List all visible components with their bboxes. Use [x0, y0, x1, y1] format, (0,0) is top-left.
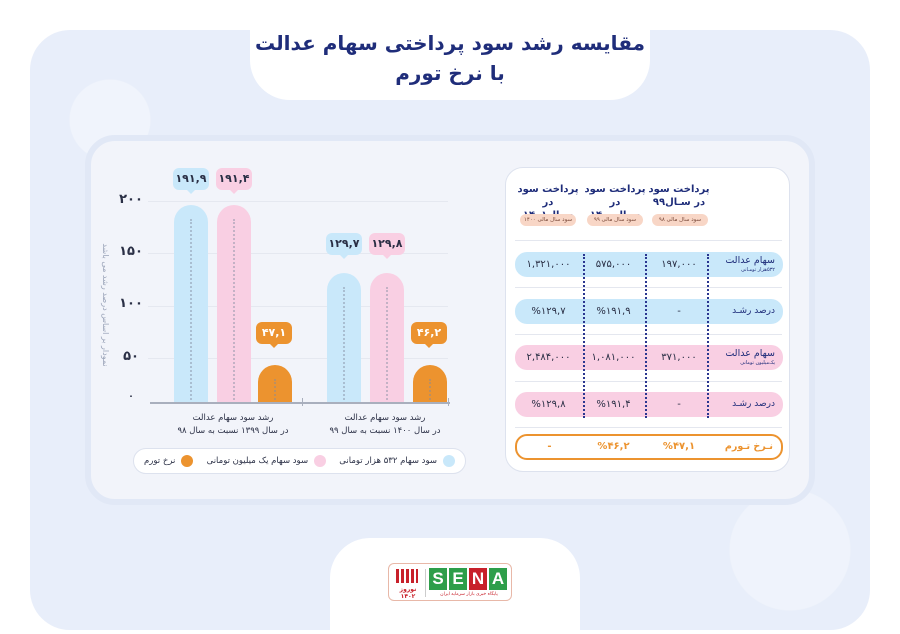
axis-separator	[302, 398, 303, 406]
value-label-orange: ۴۶,۲	[411, 322, 447, 348]
y-tick-0: ۰	[128, 392, 134, 402]
logo-letter: E	[449, 568, 467, 590]
column-separator	[583, 254, 585, 418]
table-cell: -	[547, 441, 552, 452]
divider	[515, 334, 782, 335]
fiscal-year-badge: سود سال مالی ۱۴۰۰	[520, 214, 576, 226]
y-tick-150: ۱۵۰	[119, 244, 143, 259]
title-tab	[250, 18, 650, 100]
logo-tagline: پایگاه خبری بازار سرمایه ایران	[440, 592, 498, 597]
legend-dot-blue-icon	[443, 455, 455, 467]
table-cell: ۱,۳۲۱,۰۰۰	[526, 259, 571, 270]
page-title: مقایسه رشد سود پرداختی سهام عدالت با نرخ…	[250, 28, 650, 88]
table-cell: -	[677, 399, 681, 410]
table-cell: %۱۲۹,۸	[531, 399, 566, 410]
divider	[515, 427, 782, 428]
table-row: درصد رشـد - %۱۹۱,۴ %۱۲۹,۸	[515, 392, 783, 417]
category-label: رشد سود سهام عدالت در سال ۱۳۹۹ نسبت به س…	[177, 413, 289, 436]
table-row: سهام عدالت یک‌میلیون تومانی ۳۷۱,۰۰۰ ۱,۰۸…	[515, 345, 783, 370]
logo-letter: S	[429, 568, 447, 590]
legend-dot-pink-icon	[314, 455, 327, 467]
column-header-1399: پرداخت سود در سـال۹۹	[648, 184, 710, 208]
table-cell: ۵۷۵,۰۰۰	[595, 259, 632, 270]
title-line-1: مقایسه رشد سود پرداختی سهام عدالت	[255, 31, 645, 55]
gridline	[148, 253, 448, 254]
table-row: درصد رشـد - %۱۹۱,۹ %۱۲۹,۷	[515, 299, 783, 324]
fiscal-year-badge: سود سال مالی ۹۸	[652, 214, 708, 226]
legend-item-inflation: نرخ تورم	[144, 455, 194, 467]
legend-item-one-million: سود سهام یک میلیون تومانی	[207, 455, 327, 467]
x-axis	[150, 402, 450, 404]
bar-pink	[370, 273, 404, 402]
table-cell: %۱۹۱,۴	[596, 399, 631, 410]
category-label: رشد سود سهام عدالت در سال ۱۴۰۰ نسبت به س…	[329, 413, 441, 436]
bar-pink	[217, 205, 251, 402]
column-separator	[645, 254, 647, 418]
value-label-blue: ۱۲۹,۷	[326, 233, 362, 259]
logo-divider	[425, 569, 426, 597]
y-axis-label: نمودار بر اساس درصد رشد می باشد	[101, 243, 110, 367]
bar-blue	[327, 273, 361, 402]
row-label: درصد رشـد	[732, 306, 775, 316]
inflation-row: نـرخ تـورم %۴۷,۱ %۴۶,۲ -	[515, 434, 783, 460]
y-tick-200: ۲۰۰	[119, 192, 143, 207]
divider	[515, 287, 782, 288]
table-cell: %۴۶,۲	[597, 441, 630, 452]
nowruz-label: نوروز ۱۴۰۲	[399, 586, 417, 600]
legend-dot-orange-icon	[181, 455, 194, 467]
fiscal-year-badge: سود سال مالی ۹۹	[587, 214, 643, 226]
row-label: درصد رشـد	[732, 399, 775, 409]
axis-separator	[448, 398, 449, 406]
value-label-blue: ۱۹۱,۹	[173, 168, 209, 194]
sena-logo: نوروز ۱۴۰۲ S E N A پایگاه خبری بازار سرم…	[388, 563, 512, 601]
table-cell: ۲,۴۸۴,۰۰۰	[526, 352, 571, 363]
table-cell: -	[677, 306, 681, 317]
table-cell: %۱۲۹,۷	[531, 306, 566, 317]
table-cell: %۴۷,۱	[662, 441, 696, 452]
row-label: نـرخ تـورم	[724, 441, 773, 452]
logo-letter: N	[469, 568, 487, 590]
table-cell: ۱۹۷,۰۰۰	[661, 259, 697, 270]
table-cell: ۱,۰۸۱,۰۰۰	[591, 352, 636, 363]
y-tick-100: ۱۰۰	[119, 296, 143, 311]
bar-orange	[413, 365, 447, 402]
table-cell: %۱۹۱,۹	[596, 306, 631, 317]
divider	[515, 381, 782, 382]
table-row: سهام عدالت ۵۳۲هزار تومـانی ۱۹۷,۰۰۰ ۵۷۵,۰…	[515, 252, 783, 277]
gridline	[148, 358, 448, 359]
stripes-icon	[396, 569, 418, 583]
value-label-orange: ۴۷,۱	[256, 322, 292, 348]
bar-orange	[258, 365, 292, 402]
divider	[515, 240, 782, 241]
table-cell: ۳۷۱,۰۰۰	[661, 352, 697, 363]
column-separator	[707, 254, 709, 418]
bar-blue	[174, 205, 208, 402]
value-label-pink: ۱۲۹,۸	[369, 233, 405, 259]
y-tick-50: ۵۰	[123, 349, 139, 364]
gridline	[148, 201, 448, 202]
row-label: سهام عدالت ۵۳۲هزار تومـانی	[725, 255, 775, 273]
gridline	[148, 306, 448, 307]
chart-legend: نرخ تورم سود سهام یک میلیون تومانی سود س…	[133, 448, 466, 474]
logo-letter: A	[489, 568, 507, 590]
legend-item-532k: سود سهام ۵۳۲ هزار تومانی	[339, 455, 455, 467]
title-line-2: با نرخ تورم	[395, 61, 505, 85]
logo-letters: S E N A	[429, 568, 507, 590]
value-label-pink: ۱۹۱,۴	[216, 168, 252, 194]
row-label: سهام عدالت یک‌میلیون تومانی	[725, 348, 775, 366]
